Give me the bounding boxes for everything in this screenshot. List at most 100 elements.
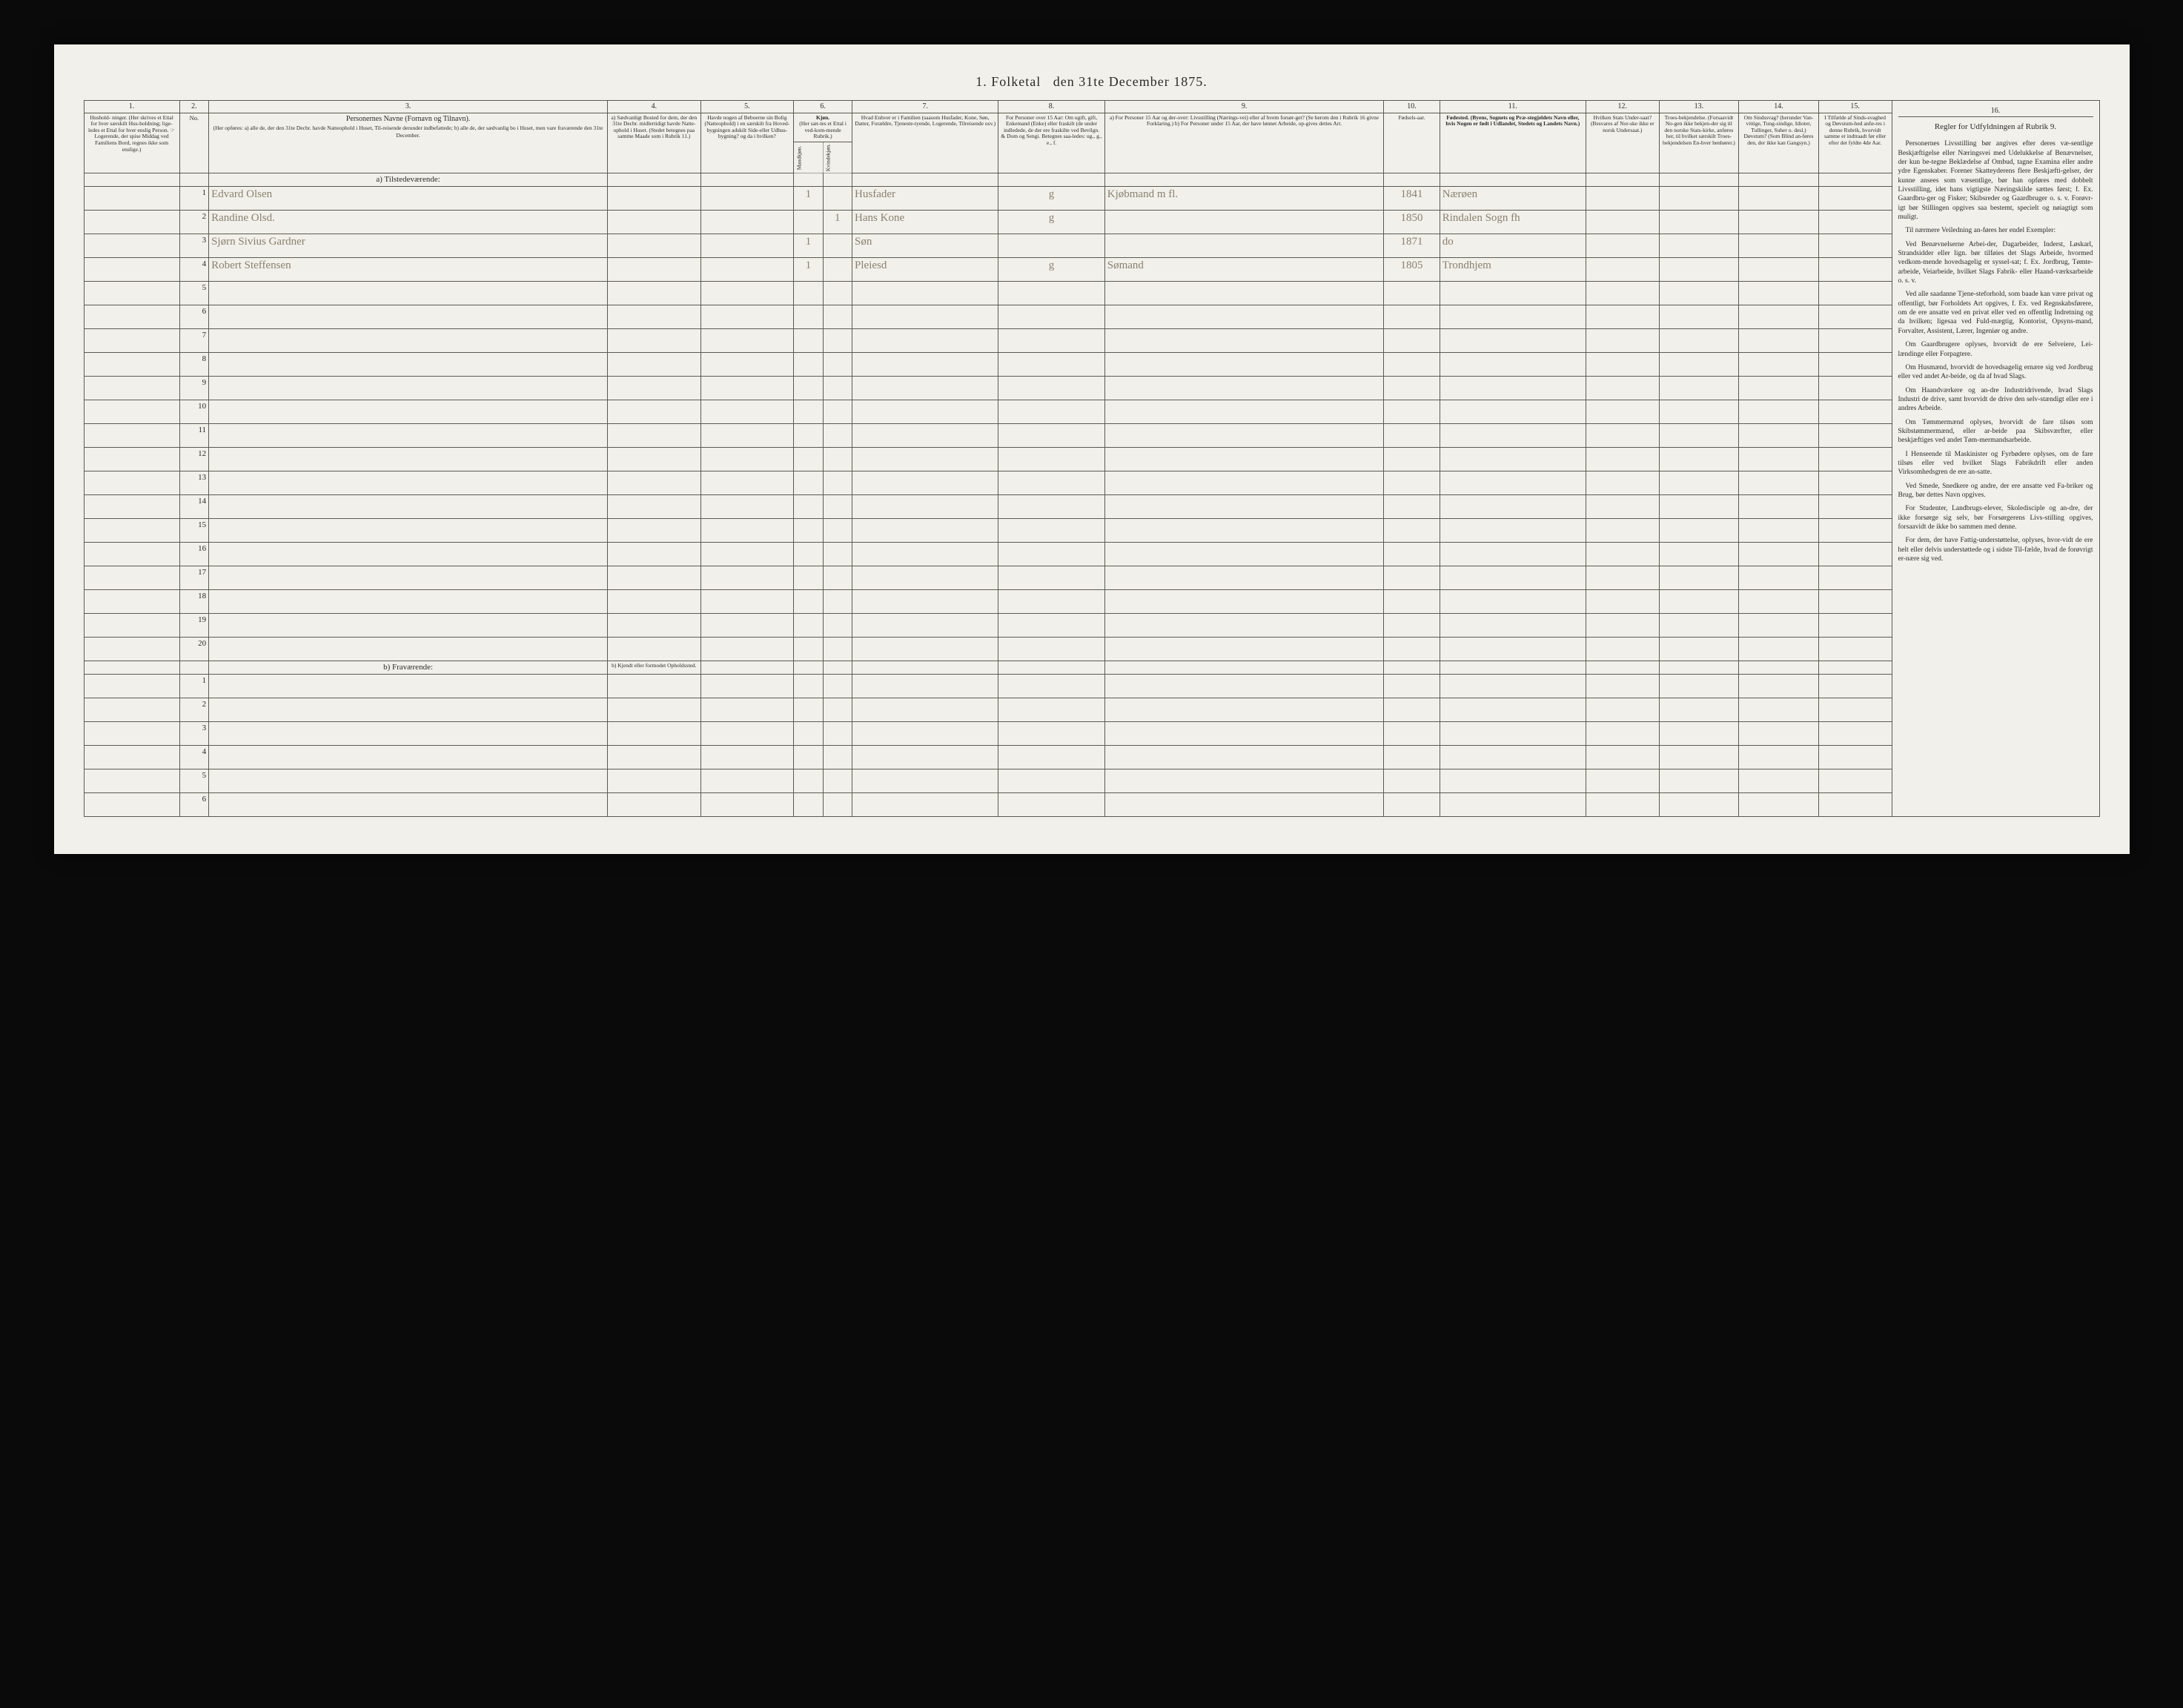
sex-female	[823, 400, 852, 423]
instr-p1: Personernes Livsstilling bør angives eft…	[1898, 139, 2093, 222]
sex-female	[823, 589, 852, 613]
birth-year	[1384, 494, 1440, 518]
hdr-12: Hvilken Stats Under-saat? (Besvares af N…	[1586, 113, 1659, 173]
birth-place	[1440, 376, 1586, 400]
marital-status: g	[998, 210, 1104, 234]
person-name	[209, 698, 608, 721]
colnum-8: 8.	[998, 101, 1104, 113]
family-relation	[852, 745, 998, 769]
sex-female	[823, 281, 852, 305]
instr-p10: Ved Smede, Snedkere og andre, der ere an…	[1898, 482, 2093, 500]
birth-year	[1384, 281, 1440, 305]
colnum-3: 3.	[209, 101, 608, 113]
hdr-10: Fødsels-aar.	[1384, 113, 1440, 173]
occupation	[1104, 698, 1384, 721]
marital-status	[998, 281, 1104, 305]
row-number: 19	[179, 613, 208, 637]
section-b-col4: b) Kjendt eller formodet Opholdssted.	[608, 661, 701, 674]
birth-place	[1440, 328, 1586, 352]
sex-male	[794, 518, 823, 542]
family-relation	[852, 792, 998, 816]
section-b-label: b) Fraværende:	[209, 661, 608, 674]
sex-female	[823, 494, 852, 518]
rows-a-body: 1Edvard Olsen1HusfadergKjøbmand m fl.184…	[84, 186, 1892, 661]
table-row: 11	[84, 423, 1892, 447]
marital-status	[998, 613, 1104, 637]
marital-status	[998, 745, 1104, 769]
row-number: 9	[179, 376, 208, 400]
marital-status	[998, 447, 1104, 471]
hdr-14: Om Sindssvag? (herunder Van-vittige, Tun…	[1739, 113, 1819, 173]
sex-female	[823, 566, 852, 589]
sex-male	[794, 769, 823, 792]
title-prefix: 1. Folketal	[975, 74, 1041, 89]
hdr-6: Kjøn. (Her sæt-tes et Ettal i ved-kom-me…	[794, 113, 852, 142]
section-b-row: b) Fraværende: b) Kjendt eller formodet …	[84, 661, 1892, 674]
birth-year	[1384, 589, 1440, 613]
family-relation	[852, 281, 998, 305]
row-number: 16	[179, 542, 208, 566]
colnum-14: 14.	[1739, 101, 1819, 113]
sex-male: 1	[794, 257, 823, 281]
birth-year	[1384, 471, 1440, 494]
occupation	[1104, 613, 1384, 637]
sex-female	[823, 234, 852, 257]
hdr-13: Troes-bekjendelse. (Forsaavidt No-gen ik…	[1659, 113, 1739, 173]
sex-female	[823, 471, 852, 494]
sex-female	[823, 186, 852, 210]
table-row: 19	[84, 613, 1892, 637]
marital-status	[998, 698, 1104, 721]
birth-place	[1440, 518, 1586, 542]
birth-year	[1384, 769, 1440, 792]
row-number: 3	[179, 721, 208, 745]
instr-p5: Om Gaardbrugere oplyses, hvorvidt de ere…	[1898, 340, 2093, 359]
table-row: 3Sjørn Sivius Gardner1Søn1871do	[84, 234, 1892, 257]
person-name: Edvard Olsen	[209, 186, 608, 210]
birth-place	[1440, 471, 1586, 494]
person-name: Sjørn Sivius Gardner	[209, 234, 608, 257]
marital-status	[998, 400, 1104, 423]
sex-male: 1	[794, 186, 823, 210]
marital-status	[998, 721, 1104, 745]
marital-status: g	[998, 186, 1104, 210]
person-name	[209, 721, 608, 745]
occupation	[1104, 494, 1384, 518]
sex-female	[823, 352, 852, 376]
sex-female	[823, 637, 852, 661]
birth-year	[1384, 613, 1440, 637]
colnum-13: 13.	[1659, 101, 1739, 113]
occupation	[1104, 769, 1384, 792]
person-name	[209, 589, 608, 613]
family-relation	[852, 471, 998, 494]
instr-p11: For Studenter, Landbrugs-elever, Skoledi…	[1898, 504, 2093, 532]
marital-status	[998, 518, 1104, 542]
colnum-1: 1.	[84, 101, 179, 113]
sex-male	[794, 376, 823, 400]
instr-p7: Om Haandværkere og an-dre Industridriven…	[1898, 386, 2093, 414]
family-relation	[852, 589, 998, 613]
person-name	[209, 637, 608, 661]
row-number: 4	[179, 257, 208, 281]
occupation	[1104, 674, 1384, 698]
row-number: 7	[179, 328, 208, 352]
colnum-7: 7.	[852, 101, 998, 113]
person-name: Robert Steffensen	[209, 257, 608, 281]
sex-male	[794, 566, 823, 589]
occupation	[1104, 376, 1384, 400]
table-row: 6	[84, 792, 1892, 816]
colnum-10: 10.	[1384, 101, 1440, 113]
person-name	[209, 613, 608, 637]
title-suffix: den 31te December 1875.	[1053, 74, 1208, 89]
census-table: 1. 2. 3. 4. 5. 6. 7. 8. 9. 10. 11. 12. 1…	[84, 100, 1892, 817]
person-name	[209, 494, 608, 518]
sex-female	[823, 328, 852, 352]
person-name	[209, 376, 608, 400]
birth-year	[1384, 566, 1440, 589]
birth-year	[1384, 792, 1440, 816]
sex-male	[794, 589, 823, 613]
family-relation	[852, 637, 998, 661]
family-relation: Hans Kone	[852, 210, 998, 234]
sex-female	[823, 769, 852, 792]
occupation	[1104, 745, 1384, 769]
sex-female	[823, 792, 852, 816]
